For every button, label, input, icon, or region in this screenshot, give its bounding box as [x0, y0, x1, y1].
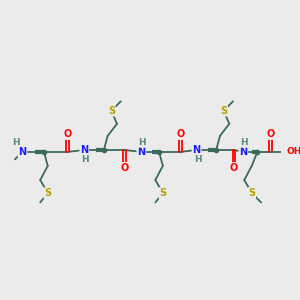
Text: S: S [44, 188, 51, 198]
Text: OH: OH [286, 147, 300, 156]
Text: H: H [194, 155, 201, 164]
Text: O: O [230, 163, 238, 173]
Text: O: O [63, 129, 71, 139]
Text: N: N [137, 147, 146, 157]
Text: S: S [220, 106, 227, 116]
Text: N: N [80, 145, 88, 155]
Text: O: O [266, 129, 274, 139]
Text: H: H [12, 138, 20, 147]
Text: S: S [159, 188, 167, 198]
Text: O: O [120, 163, 129, 173]
Text: S: S [108, 106, 115, 116]
Text: S: S [248, 188, 255, 198]
Text: H: H [138, 138, 146, 147]
Text: O: O [176, 129, 185, 139]
Text: N: N [18, 147, 26, 157]
Text: H: H [240, 138, 248, 147]
Text: N: N [193, 145, 201, 155]
Text: H: H [81, 155, 89, 164]
Text: N: N [239, 147, 247, 157]
